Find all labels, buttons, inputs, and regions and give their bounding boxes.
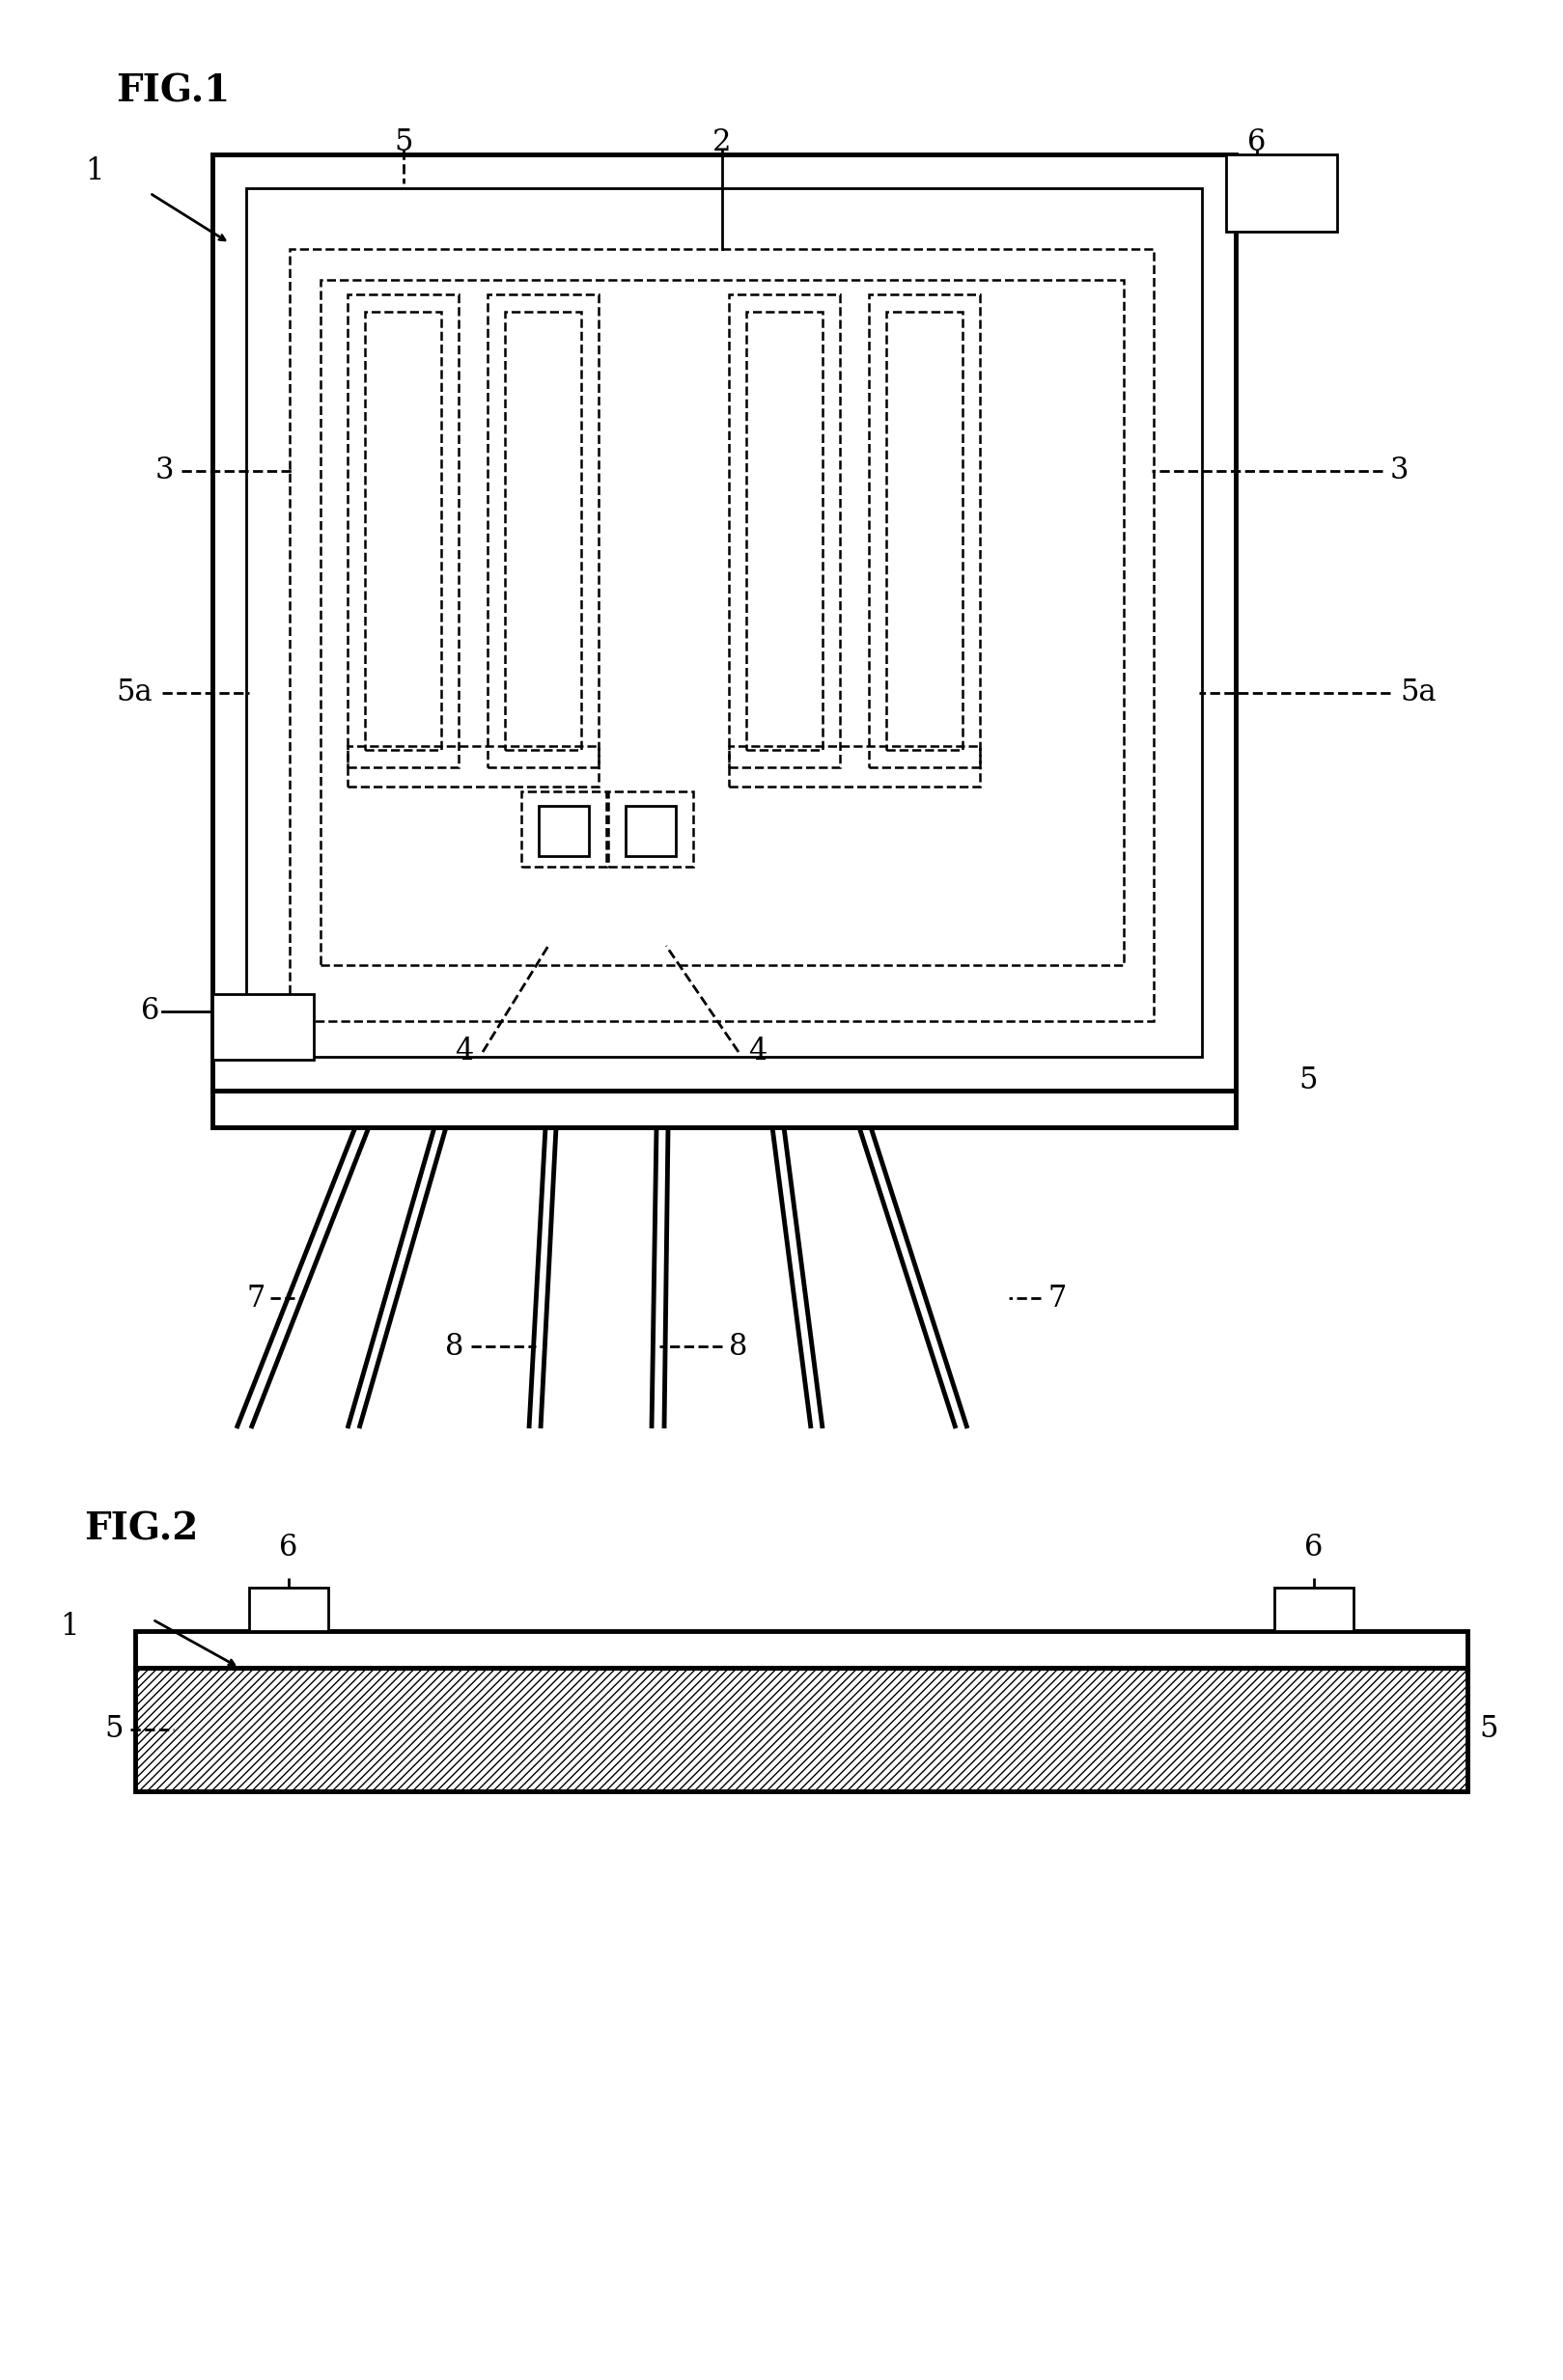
Text: 6: 6	[1247, 129, 1266, 157]
Bar	[522, 793, 606, 866]
Text: 5: 5	[1299, 1066, 1318, 1095]
Bar	[364, 312, 441, 750]
Bar	[134, 1630, 1468, 1668]
Text: 6: 6	[280, 1533, 299, 1561]
Text: 5a: 5a	[1400, 678, 1436, 707]
Bar	[625, 807, 675, 857]
Bar	[1225, 155, 1336, 231]
Bar	[539, 807, 589, 857]
Bar	[505, 312, 581, 750]
Bar	[1274, 1587, 1354, 1630]
Bar	[746, 312, 822, 750]
Text: 2: 2	[713, 129, 731, 157]
Bar	[488, 295, 599, 766]
Bar	[249, 1587, 328, 1630]
Bar	[213, 995, 314, 1059]
Bar	[213, 1090, 1236, 1128]
Bar	[728, 745, 980, 785]
Text: FIG.1: FIG.1	[116, 71, 230, 109]
Bar	[347, 295, 458, 766]
Text: 3: 3	[1390, 457, 1408, 486]
Bar	[213, 155, 1236, 1090]
Text: 1: 1	[84, 157, 103, 186]
Text: 6: 6	[141, 997, 159, 1026]
Bar	[134, 1668, 1468, 1792]
Text: 5: 5	[394, 129, 413, 157]
Text: FIG.2: FIG.2	[84, 1511, 199, 1547]
Text: 7: 7	[1047, 1283, 1066, 1314]
Text: 3: 3	[155, 457, 173, 486]
Text: 5: 5	[105, 1714, 123, 1745]
Text: 4: 4	[455, 1038, 474, 1066]
Text: 1: 1	[61, 1611, 80, 1642]
Text: 5: 5	[1479, 1714, 1497, 1745]
Text: 4: 4	[749, 1038, 767, 1066]
Bar	[869, 295, 980, 766]
Bar	[320, 281, 1124, 966]
Bar	[728, 295, 839, 766]
Bar	[247, 188, 1202, 1057]
Bar	[886, 312, 963, 750]
Bar	[608, 793, 692, 866]
Bar	[347, 745, 599, 785]
Text: 5a: 5a	[116, 678, 153, 707]
Text: 8: 8	[728, 1330, 747, 1361]
Text: 6: 6	[1305, 1533, 1324, 1561]
Text: 7: 7	[247, 1283, 266, 1314]
Text: 8: 8	[445, 1330, 463, 1361]
Bar	[289, 250, 1153, 1021]
